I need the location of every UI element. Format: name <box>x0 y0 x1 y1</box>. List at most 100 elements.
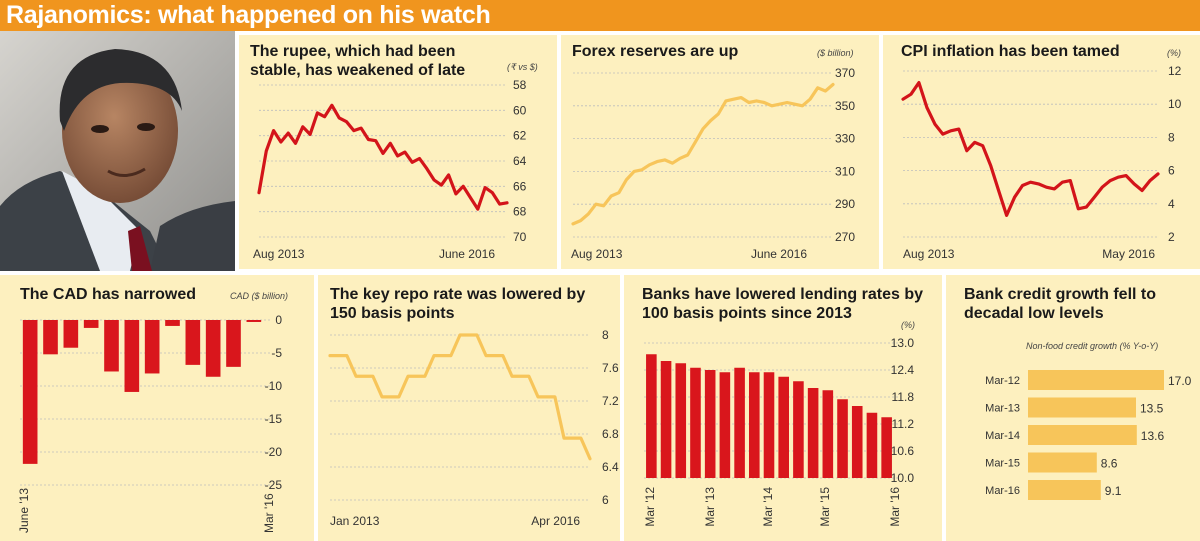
data-point <box>323 115 326 118</box>
x-tick-label: June 2016 <box>439 247 495 261</box>
data-point <box>1069 179 1072 182</box>
data-point <box>360 127 362 129</box>
data-point <box>973 141 976 144</box>
data-point <box>1005 214 1008 217</box>
bar <box>837 399 848 478</box>
data-point <box>355 375 357 378</box>
data-point <box>329 354 331 357</box>
data-point <box>918 81 920 84</box>
category-label: Mar-16 <box>985 485 1020 497</box>
cpi-line-chart: 2 4 6 8 10 12 Aug 2013 May 2016 <box>901 64 1182 261</box>
data-point <box>447 174 450 176</box>
y-tick-label: 68 <box>513 205 527 219</box>
category-label: Mar-12 <box>985 375 1020 387</box>
data-point <box>498 203 501 205</box>
data-point <box>602 205 605 207</box>
data-point <box>725 100 727 102</box>
data-point <box>459 334 461 336</box>
bar <box>822 390 834 478</box>
data-point <box>338 117 341 119</box>
data-point <box>902 98 904 101</box>
chart-title: The CAD has narrowed <box>20 286 197 303</box>
data-point <box>763 101 765 104</box>
data-point <box>641 168 643 171</box>
data-point <box>440 184 443 186</box>
lending-bar-chart: 13.0 12.4 11.8 11.2 10.6 10.0 Mar '12 Mar '13 Ma… <box>643 336 915 527</box>
chart-title: The key repo rate was lowered by 150 bas… <box>330 286 586 322</box>
data-point <box>1109 179 1111 182</box>
y-tick-label: 330 <box>835 132 855 146</box>
data-point <box>374 139 377 142</box>
bar <box>63 320 79 348</box>
y-tick-label: 66 <box>513 179 527 193</box>
axis-unit-label: ($ billion) <box>817 48 854 58</box>
data-point <box>957 128 960 130</box>
data-point <box>418 157 421 160</box>
x-tick-label: Apr 2016 <box>531 514 580 528</box>
y-tick-label: 290 <box>835 197 855 211</box>
data-point <box>910 93 912 96</box>
data-point <box>381 396 383 398</box>
data-point <box>997 189 1000 192</box>
bar <box>704 370 716 478</box>
y-tick-label: 11.8 <box>892 390 915 404</box>
data-point <box>331 104 333 107</box>
bar <box>83 320 99 328</box>
data-point <box>411 161 413 164</box>
x-tick-label: Mar '16 <box>262 493 276 533</box>
data-point <box>389 142 392 145</box>
cad-bar-chart: 0 -5 -10 -15 -20 -25 June '13 Mar '16 <box>17 313 282 533</box>
data-point <box>1037 183 1040 185</box>
data-point <box>717 113 720 115</box>
chart-title: Bank credit growth fell to decadal low l… <box>964 286 1157 322</box>
data-point <box>433 354 435 357</box>
chart-title: The rupee, which had been stable, has we… <box>250 43 466 79</box>
data-point <box>506 202 508 204</box>
x-tick-label: Mar '15 <box>818 487 832 527</box>
data-point <box>309 133 311 136</box>
y-tick-label: 7.2 <box>602 394 619 408</box>
x-tick-label: June '13 <box>17 488 31 533</box>
x-tick-label: Jan 2013 <box>330 514 380 528</box>
data-label: 13.5 <box>1140 402 1164 416</box>
data-point <box>353 129 355 132</box>
bar <box>22 320 38 464</box>
bar <box>646 354 657 478</box>
data-point <box>563 437 565 439</box>
panel-cad: The CAD has narrowed CAD ($ billion) 0 -5… <box>0 275 314 541</box>
data-point <box>280 141 282 143</box>
series-line <box>257 103 509 211</box>
data-point <box>694 141 697 143</box>
bar <box>675 363 687 478</box>
bar <box>1028 480 1101 500</box>
x-tick-label: Aug 2013 <box>571 247 623 261</box>
data-point <box>1029 181 1032 184</box>
bar <box>124 320 140 392</box>
data-point <box>345 120 348 123</box>
y-tick-label: 8 <box>602 328 609 342</box>
panel-credit: Bank credit growth fell to decadal low l… <box>946 275 1200 541</box>
bar <box>734 367 745 478</box>
bar <box>763 372 775 478</box>
data-point <box>425 167 428 170</box>
data-point <box>1133 183 1135 185</box>
bar <box>881 417 892 478</box>
portrait-illustration <box>0 31 235 271</box>
data-point <box>633 170 635 173</box>
x-tick-label: Aug 2013 <box>903 247 955 261</box>
data-point <box>433 179 435 181</box>
data-point <box>485 354 487 357</box>
portrait-photo <box>0 31 235 271</box>
y-tick-label: 6 <box>1168 164 1175 178</box>
data-point <box>469 196 472 199</box>
page-title: Rajanomics: what happened on his watch <box>6 1 491 29</box>
y-tick-label: 12.4 <box>891 363 915 377</box>
bar <box>226 320 241 367</box>
data-point <box>1053 188 1056 190</box>
data-point <box>301 126 304 128</box>
data-point <box>656 160 658 163</box>
data-point <box>1141 189 1143 192</box>
data-point <box>316 112 319 114</box>
data-point <box>816 86 819 89</box>
data-point <box>579 219 582 222</box>
